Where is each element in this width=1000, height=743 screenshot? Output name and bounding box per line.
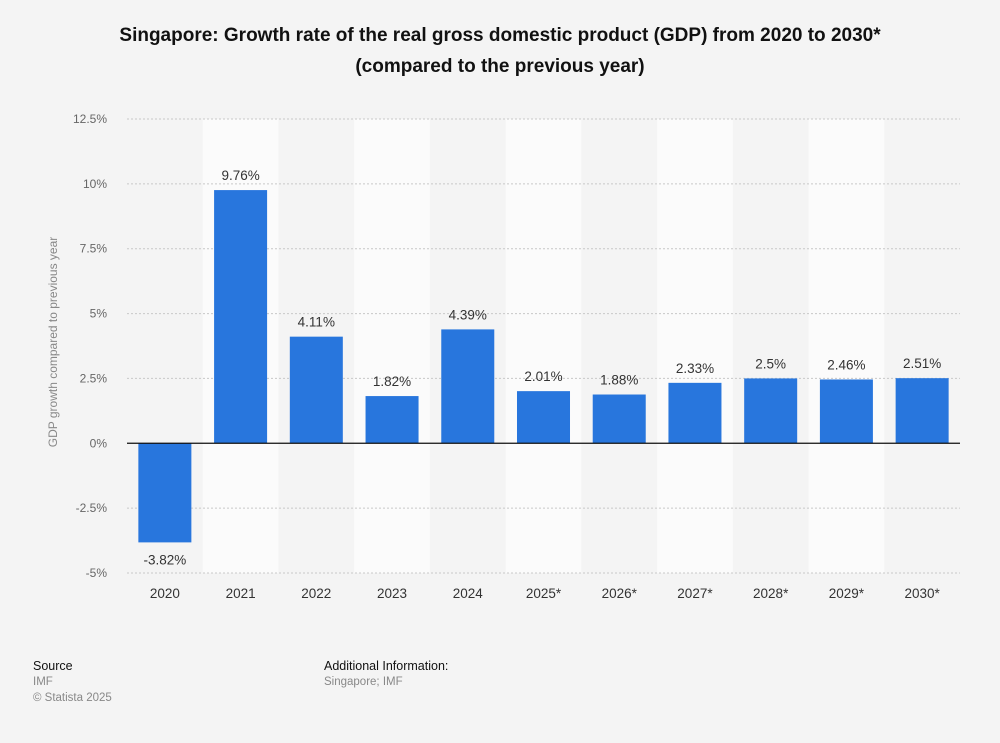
bar (819, 379, 873, 444)
bar (214, 190, 268, 444)
bar-value-label: 1.88% (600, 373, 638, 388)
y-tick-label: 0% (90, 436, 108, 450)
bar-value-label: 2.01% (524, 369, 562, 384)
source-block: Source IMF © Statista 2025 (33, 658, 112, 706)
column-band (808, 119, 885, 573)
bar-value-label: 2.5% (755, 356, 786, 371)
bar (138, 443, 192, 543)
additional-info-heading: Additional Information: (324, 659, 449, 673)
bar-value-label: 9.76% (221, 168, 259, 183)
y-tick-label: 10% (83, 177, 107, 191)
x-tick-label: 2027* (677, 586, 713, 601)
y-tick-label: -2.5% (76, 501, 108, 515)
y-axis-title: GDP growth compared to previous year (46, 237, 60, 448)
bar-value-label: 2.33% (676, 361, 714, 376)
bar (365, 396, 419, 444)
x-tick-label: 2028* (753, 586, 789, 601)
bar (668, 382, 722, 444)
x-tick-label: 2025* (526, 586, 562, 601)
x-tick-label: 2022 (301, 586, 331, 601)
chart-subtitle: (compared to the previous year) (355, 56, 645, 77)
bar (895, 378, 949, 444)
bar (592, 394, 646, 444)
bar-value-label: 2.51% (903, 356, 941, 371)
bars (138, 190, 949, 543)
bar-value-label: 1.82% (373, 374, 411, 389)
bar (441, 329, 495, 444)
x-tick-label: 2030* (904, 586, 940, 601)
source-heading: Source (33, 659, 73, 673)
bar (744, 378, 798, 444)
x-tick-label: 2020 (150, 586, 180, 601)
x-tick-label: 2023 (377, 586, 407, 601)
copyright: © Statista 2025 (33, 692, 112, 704)
x-tick-label: 2021 (226, 586, 256, 601)
gridlines (127, 118, 960, 574)
value-labels: -3.82% 9.76% 4.11% 1.82% 4.39% 2.01% 1.88% 2.33… (143, 168, 941, 567)
y-axis-ticks: 12.5% 10% 7.5% 5% 2.5% 0% -2.5% -5% (73, 112, 107, 580)
y-tick-label: 5% (90, 307, 108, 321)
column-band (657, 119, 733, 573)
bar-value-label: -3.82% (143, 552, 186, 567)
y-tick-label: -5% (86, 566, 108, 580)
x-tick-label: 2024 (453, 586, 484, 601)
chart-title-block: Singapore: Growth rate of the real gross… (0, 20, 1000, 82)
bar-value-label: 2.46% (827, 357, 865, 372)
additional-info-block: Additional Information: Singapore; IMF (324, 658, 448, 690)
chart-title: Singapore: Growth rate of the real gross… (119, 25, 881, 46)
x-axis-ticks: 2020 2021 2022 2023 2024 2025* 2026* 2027* 2028*… (150, 586, 941, 601)
column-bands (202, 119, 885, 573)
y-tick-label: 2.5% (80, 371, 108, 385)
y-tick-label: 7.5% (80, 242, 108, 256)
column-band (505, 119, 582, 573)
column-band (354, 119, 430, 573)
additional-info-text: Singapore; IMF (324, 676, 403, 688)
bar-value-label: 4.39% (449, 307, 487, 322)
bar (289, 336, 343, 444)
x-tick-label: 2026* (602, 586, 638, 601)
x-tick-label: 2029* (829, 586, 865, 601)
y-tick-label: 12.5% (73, 112, 107, 126)
source-name: IMF (33, 676, 53, 688)
bar (516, 391, 571, 444)
bar-value-label: 4.11% (298, 315, 335, 330)
